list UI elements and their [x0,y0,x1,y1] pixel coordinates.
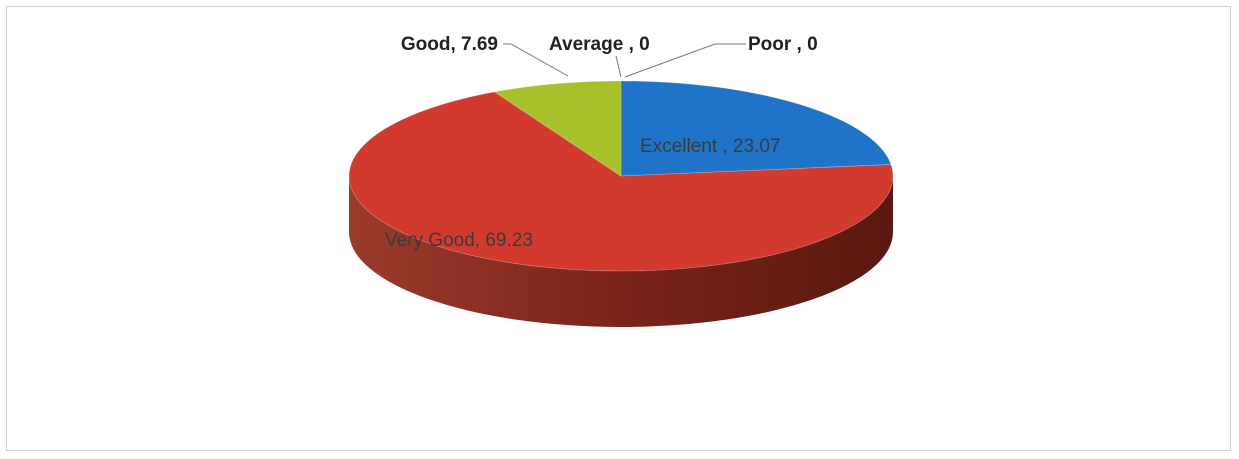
pie-side-wall-shape [349,176,893,327]
pie-slice-good [493,80,622,177]
pie-leader-lines [503,43,746,78]
data-label-average: Average , 0 [549,34,650,55]
pie-side-wall [349,176,893,327]
leader-line-good [503,43,569,77]
pie-labels: Excellent , 23.07 Very Good, 69.23 Good, 7… [385,34,818,251]
data-label-very-good: Very Good, 69.23 [385,230,533,251]
data-label-good: Good, 7.69 [401,34,498,55]
data-label-excellent: Excellent , 23.07 [640,136,780,157]
pie-slice-excellent [620,80,892,177]
pie-slices [348,80,894,272]
data-label-poor: Poor , 0 [748,34,818,55]
pie-slice-very-good [348,91,894,272]
leader-line-average [615,55,622,78]
leader-line-poor [624,43,746,78]
